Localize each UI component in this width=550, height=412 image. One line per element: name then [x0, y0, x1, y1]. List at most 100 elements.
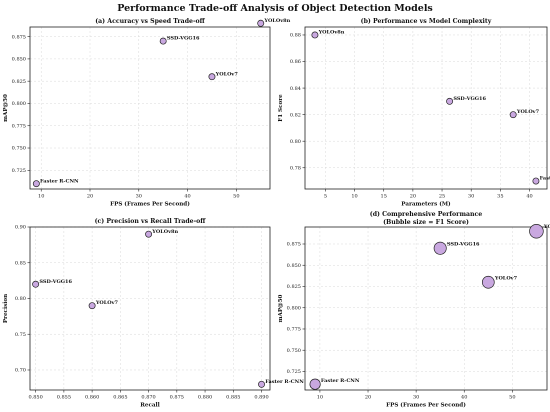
- data-point[interactable]: [433, 241, 447, 255]
- plot-frame: [304, 26, 548, 190]
- x-tick-label: 0.855: [57, 395, 71, 401]
- x-axis-label: Recall: [140, 403, 160, 409]
- data-point[interactable]: [257, 19, 265, 27]
- y-tick-label: 0.800: [12, 101, 26, 107]
- x-tick-label: 20: [410, 194, 416, 200]
- data-point[interactable]: [509, 111, 517, 119]
- y-tick-label: 0.775: [287, 327, 301, 333]
- y-tick-label: 0.875: [287, 242, 301, 248]
- y-tick-label: 0.84: [290, 86, 301, 92]
- y-tick-label: 0.75: [15, 332, 26, 338]
- data-label: Faster R-CNN: [265, 379, 304, 385]
- x-axis-label: FPS (Frames Per Second): [110, 201, 190, 208]
- data-label: SSD-VGG16: [453, 96, 486, 102]
- x-tick-label: 15: [381, 194, 387, 200]
- y-tick-label: 0.78: [290, 165, 301, 171]
- x-tick-label: 0.885: [226, 395, 240, 401]
- panel-subtitle: (Bubble size = F1 Score): [383, 219, 469, 226]
- x-tick-label: 0.850: [28, 395, 42, 401]
- panels: 10 20 30 40 500.7250.7500.7750.8000.8250.850…: [2, 18, 550, 409]
- plot-frame: [29, 26, 271, 190]
- y-tick-label: 0.775: [12, 123, 26, 129]
- y-tick-label: 0.80: [15, 296, 26, 302]
- data-label: Faster R-CNN: [540, 176, 550, 182]
- x-tick-label: 0.890: [254, 395, 268, 401]
- x-tick-label: 25: [439, 194, 445, 200]
- x-tick-label: 20: [365, 395, 371, 401]
- data-point[interactable]: [446, 97, 454, 105]
- panel-b: 5 10 15 20 25 30 35 40 0.78 0.80 0.82 0.84 0.86 0.88 (…: [278, 18, 550, 208]
- data-point[interactable]: [159, 37, 167, 45]
- data-label: SSD-VGG16: [167, 36, 200, 42]
- data-label: SSD-VGG16: [447, 241, 480, 247]
- y-tick-label: 0.825: [12, 79, 26, 85]
- data-point[interactable]: [311, 31, 319, 39]
- plot-frame: [304, 226, 548, 391]
- panel-title: (c) Precision vs Recall Trade-off: [95, 218, 207, 225]
- data-point[interactable]: [309, 378, 321, 390]
- panel-title: (d) Comprehensive Performance: [370, 211, 482, 218]
- y-tick-label: 0.85: [15, 260, 26, 266]
- plot-frame: [29, 226, 271, 391]
- data-label: YOLOv8n: [318, 30, 345, 36]
- data-point[interactable]: [532, 177, 540, 185]
- x-tick-label: 40: [461, 395, 467, 401]
- data-point[interactable]: [32, 180, 40, 188]
- y-axis-label: Precision: [3, 294, 9, 323]
- data-label: YOLOv7: [215, 71, 239, 77]
- data-label: Faster R-CNN: [40, 178, 79, 184]
- panel-a: 10 20 30 40 50 0.725 0.750 0.775 0.800 0.825 0.850…: [2, 18, 291, 208]
- y-tick-label: 0.82: [290, 112, 301, 118]
- x-tick-label: 50: [233, 194, 239, 200]
- x-axis-label: FPS (Frames Per Second): [386, 402, 466, 409]
- data-point[interactable]: [32, 280, 40, 288]
- x-tick-label: 5: [324, 194, 327, 200]
- figure-title: Performance Trade-off Analysis of Object…: [117, 3, 433, 14]
- data-point[interactable]: [88, 302, 96, 310]
- y-tick-label: 0.875: [12, 34, 26, 40]
- x-tick-label: 30: [413, 395, 419, 401]
- data-label: Faster R-CNN: [321, 378, 360, 384]
- x-tick-label: 10: [38, 194, 44, 200]
- y-tick-label: 0.86: [290, 59, 301, 65]
- data-label: YOLOv7: [95, 300, 119, 306]
- y-axis-label: mAP@50: [2, 94, 9, 122]
- data-label: YOLOv8n: [151, 229, 178, 235]
- panel-title: (b) Performance vs Model Complexity: [361, 18, 492, 25]
- data-label: YOLOv8n: [543, 224, 550, 230]
- y-tick-label: 0.80: [290, 139, 301, 145]
- x-tick-label: 50: [509, 395, 515, 401]
- x-tick-label: 20: [87, 194, 93, 200]
- y-tick-label: 0.850: [287, 263, 301, 269]
- x-axis-label: Parameters (M): [401, 201, 451, 208]
- y-tick-label: 0.90: [15, 225, 26, 231]
- data-point[interactable]: [145, 230, 153, 238]
- data-point[interactable]: [481, 275, 495, 289]
- data-point[interactable]: [258, 380, 265, 388]
- x-tick-label: 30: [136, 194, 142, 200]
- y-tick-label: 0.725: [287, 369, 301, 375]
- y-tick-label: 0.70: [15, 368, 26, 374]
- panel-c: 0.850 0.855 0.860 0.865 0.870 0.875 0.880 0.885…: [3, 218, 304, 409]
- x-tick-label: 40: [184, 194, 190, 200]
- y-tick-label: 0.750: [12, 146, 26, 152]
- y-tick-label: 0.88: [290, 33, 301, 39]
- data-label: YOLOv7: [516, 109, 540, 115]
- x-tick-label: 0.875: [170, 395, 184, 401]
- x-tick-label: 40: [526, 194, 532, 200]
- panel-d: 10 20 30 40 50 0.725 0.750 0.775 0.800 0.825 0.850…: [277, 211, 550, 409]
- data-label: YOLOv7: [494, 276, 518, 282]
- y-axis-label: mAP@50: [277, 294, 284, 322]
- y-tick-label: 0.750: [287, 348, 301, 354]
- data-point[interactable]: [208, 73, 216, 81]
- x-tick-label: 30: [468, 194, 474, 200]
- x-tick-label: 0.865: [113, 395, 127, 401]
- data-point[interactable]: [529, 223, 544, 239]
- y-tick-label: 0.850: [12, 57, 26, 63]
- x-tick-label: 0.880: [198, 395, 212, 401]
- y-tick-label: 0.725: [12, 168, 26, 174]
- y-axis-label: F1 Score: [278, 94, 284, 122]
- panel-title: (a) Accuracy vs Speed Trade-off: [95, 18, 205, 25]
- x-tick-label: 35: [497, 194, 503, 200]
